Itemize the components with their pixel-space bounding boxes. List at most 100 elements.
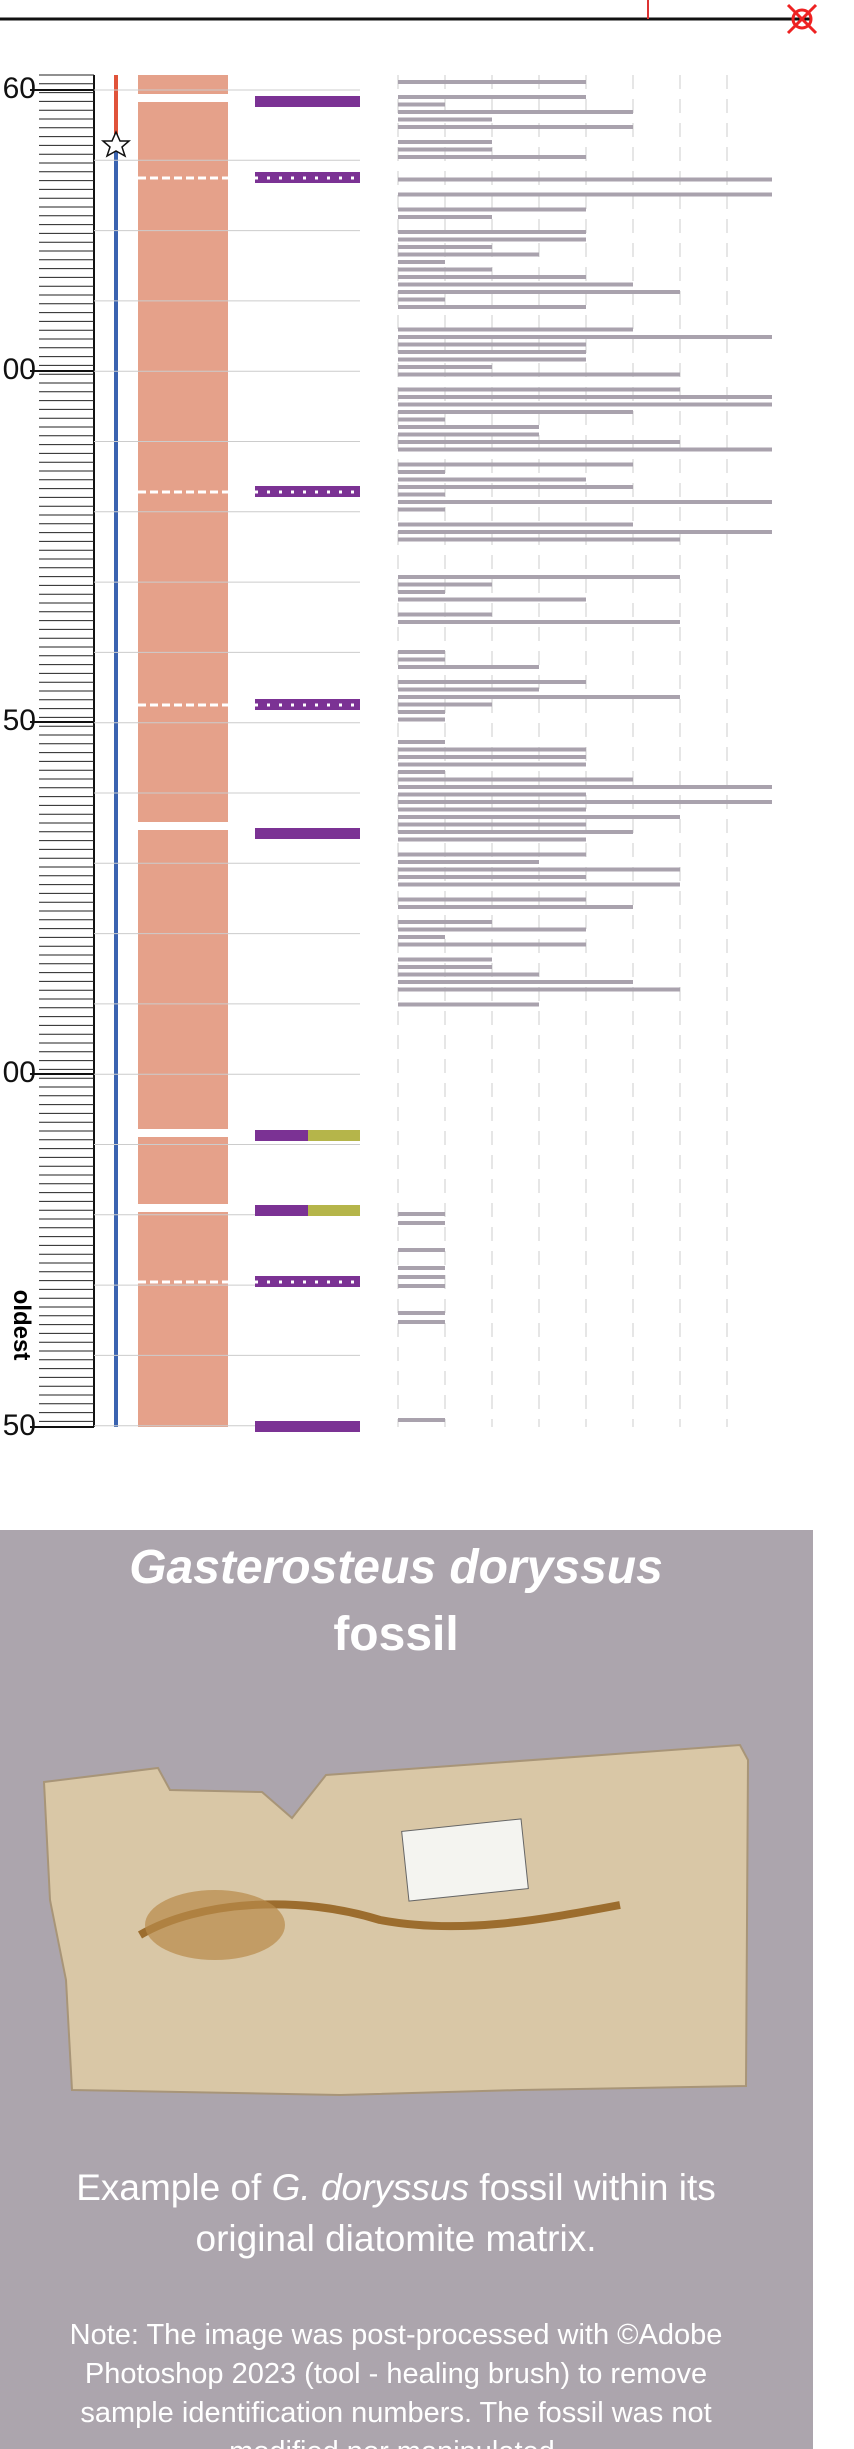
bar bbox=[398, 418, 445, 422]
bar bbox=[398, 815, 680, 819]
bar bbox=[398, 178, 772, 182]
bar bbox=[398, 883, 680, 887]
bar bbox=[398, 110, 633, 114]
bar bbox=[398, 718, 445, 722]
bar bbox=[398, 373, 680, 377]
bar bbox=[398, 245, 492, 249]
bar bbox=[398, 860, 539, 864]
bar bbox=[398, 193, 772, 197]
bar bbox=[398, 1221, 445, 1225]
bar bbox=[398, 853, 586, 857]
caption-part: Example of bbox=[76, 2167, 271, 2208]
bar bbox=[398, 935, 445, 939]
bar bbox=[398, 335, 772, 339]
bar bbox=[398, 1266, 445, 1270]
bar bbox=[398, 230, 586, 234]
bar bbox=[398, 80, 586, 84]
bar bbox=[398, 1311, 445, 1315]
bar bbox=[398, 253, 539, 257]
bar bbox=[398, 920, 492, 924]
figure: Gasterosteus doryssus fossil Example of … bbox=[0, 0, 854, 2449]
bar bbox=[398, 343, 586, 347]
note: Note: The image was post-processed with … bbox=[70, 2319, 723, 2351]
note: Photoshop 2023 (tool - healing brush) to… bbox=[85, 2358, 707, 2390]
bar bbox=[398, 500, 772, 504]
bar bbox=[398, 575, 680, 579]
bar bbox=[398, 658, 445, 662]
bar bbox=[398, 598, 586, 602]
bar bbox=[398, 710, 445, 714]
bar bbox=[398, 395, 772, 399]
bar bbox=[398, 1248, 445, 1252]
y-tick-label: 00 bbox=[3, 353, 36, 386]
bar bbox=[398, 440, 680, 444]
bar bbox=[398, 988, 680, 992]
bar bbox=[398, 140, 492, 144]
bar bbox=[398, 298, 445, 302]
bar bbox=[398, 1212, 445, 1216]
note: sample identification numbers. The fossi… bbox=[80, 2397, 711, 2429]
bar bbox=[398, 823, 586, 827]
bar bbox=[398, 1003, 539, 1007]
bar bbox=[398, 485, 633, 489]
bar bbox=[398, 958, 492, 962]
bar bbox=[398, 688, 539, 692]
bar bbox=[398, 493, 445, 497]
bar bbox=[398, 260, 445, 264]
bar bbox=[398, 620, 680, 624]
bar bbox=[398, 650, 445, 654]
bar bbox=[398, 905, 633, 909]
bar bbox=[398, 365, 492, 369]
bar bbox=[398, 425, 539, 429]
range-bar bbox=[255, 1421, 360, 1432]
bar bbox=[398, 403, 772, 407]
bar bbox=[398, 680, 586, 684]
bar bbox=[398, 283, 633, 287]
axis-end-label: oldest bbox=[8, 1290, 35, 1361]
column bbox=[138, 75, 228, 1427]
caption-part: fossil within its bbox=[469, 2167, 716, 2208]
range-bar-alt bbox=[308, 1205, 360, 1216]
bar bbox=[398, 305, 586, 309]
bar bbox=[398, 470, 445, 474]
bar bbox=[398, 1320, 445, 1324]
bar bbox=[398, 740, 445, 744]
range-bar bbox=[255, 699, 360, 710]
bar bbox=[398, 1275, 445, 1279]
bar bbox=[398, 973, 539, 977]
bar bbox=[398, 433, 539, 437]
bar bbox=[398, 778, 633, 782]
range-bar-alt bbox=[308, 1130, 360, 1141]
bar bbox=[398, 448, 772, 452]
bar bbox=[398, 755, 586, 759]
y-tick-label: 60 bbox=[3, 72, 36, 105]
range-bar bbox=[255, 486, 360, 497]
bar bbox=[398, 155, 586, 159]
bar bbox=[398, 463, 633, 467]
bar bbox=[398, 208, 586, 212]
caption-part: G. doryssus bbox=[272, 2167, 469, 2208]
range-bar bbox=[255, 172, 360, 183]
bar bbox=[398, 583, 492, 587]
bar bbox=[398, 613, 492, 617]
bar bbox=[398, 965, 492, 969]
bar bbox=[398, 800, 772, 804]
bar bbox=[398, 665, 539, 669]
bar bbox=[398, 215, 492, 219]
caption: Example of G. doryssus fossil within its bbox=[76, 2167, 716, 2208]
bar bbox=[398, 530, 772, 534]
note: modified nor manipulated. bbox=[229, 2436, 563, 2449]
column-gap bbox=[138, 1204, 228, 1212]
bar bbox=[398, 103, 445, 107]
panel-title: Gasterosteus doryssus bbox=[129, 1541, 663, 1594]
bar bbox=[398, 898, 586, 902]
x-marker bbox=[788, 5, 816, 33]
bar bbox=[398, 275, 586, 279]
bar bbox=[398, 695, 680, 699]
panel-title: fossil bbox=[333, 1608, 458, 1661]
bar bbox=[398, 770, 445, 774]
bar bbox=[398, 928, 586, 932]
bar bbox=[398, 328, 633, 332]
bar bbox=[398, 95, 586, 99]
bar bbox=[398, 868, 680, 872]
